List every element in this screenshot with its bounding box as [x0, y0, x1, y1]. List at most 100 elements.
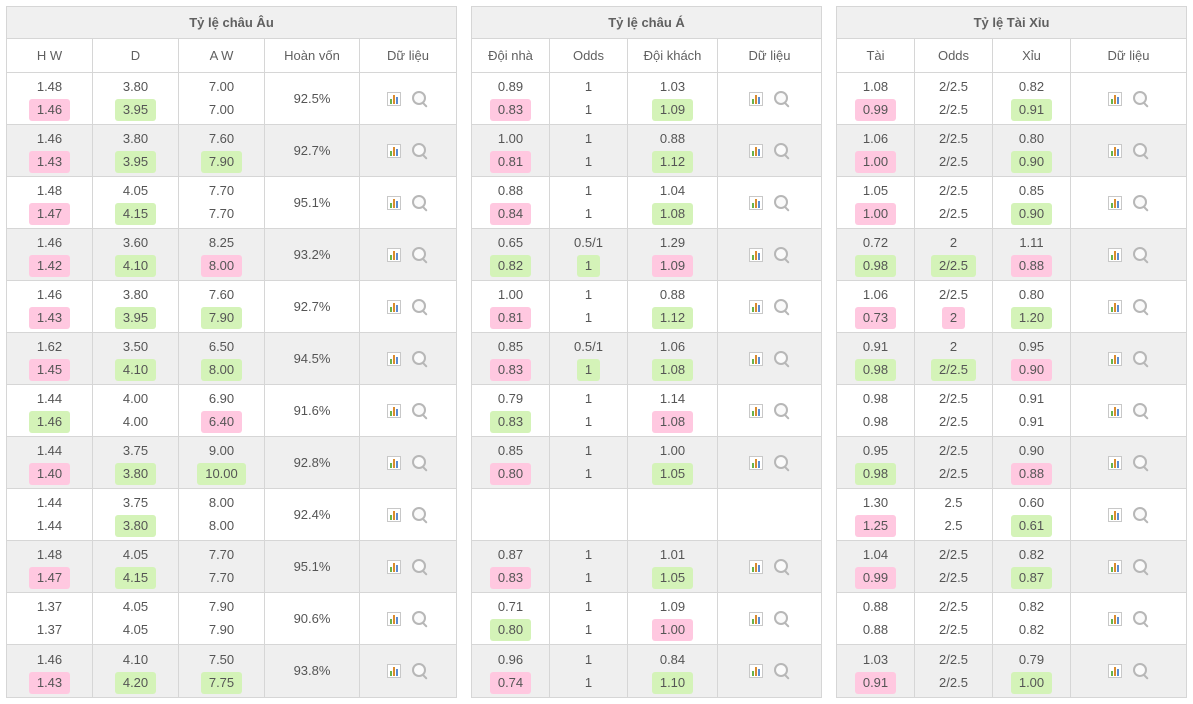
- chart-icon[interactable]: [1108, 560, 1122, 574]
- euro-d-live: 3.80: [115, 463, 156, 485]
- chart-icon[interactable]: [1108, 612, 1122, 626]
- euro-d-open: 3.50: [115, 336, 156, 358]
- asia-header-home: Đội nhà: [472, 39, 550, 72]
- taixiu-data-cell: [1071, 73, 1186, 124]
- taixiu-xiu-open: 0.82: [1011, 596, 1052, 618]
- taixiu-odds-open: 2/2.5: [931, 649, 976, 671]
- chart-icon[interactable]: [387, 196, 401, 210]
- magnifier-icon[interactable]: [773, 402, 791, 420]
- chart-icon[interactable]: [1108, 404, 1122, 418]
- chart-icon[interactable]: [1108, 456, 1122, 470]
- asia-row: 0.890.83111.031.09: [472, 73, 821, 125]
- chart-icon[interactable]: [387, 352, 401, 366]
- magnifier-icon[interactable]: [1132, 402, 1150, 420]
- chart-icon[interactable]: [1108, 664, 1122, 678]
- magnifier-icon[interactable]: [1132, 142, 1150, 160]
- magnifier-icon[interactable]: [411, 506, 429, 524]
- asia-odds-open: 1: [577, 596, 600, 618]
- chart-icon[interactable]: [387, 612, 401, 626]
- euro-d-cell: 4.054.05: [93, 593, 179, 644]
- magnifier-icon[interactable]: [1132, 506, 1150, 524]
- magnifier-icon[interactable]: [773, 610, 791, 628]
- asia-odds-cell: 11: [550, 541, 628, 592]
- magnifier-icon[interactable]: [1132, 194, 1150, 212]
- asia-home-cell: 1.000.81: [472, 125, 550, 176]
- chart-icon[interactable]: [749, 196, 763, 210]
- taixiu-xiu-live: 1.00: [1011, 672, 1052, 694]
- chart-icon[interactable]: [1108, 352, 1122, 366]
- magnifier-icon[interactable]: [773, 298, 791, 316]
- magnifier-icon[interactable]: [411, 90, 429, 108]
- magnifier-icon[interactable]: [1132, 610, 1150, 628]
- magnifier-icon[interactable]: [411, 402, 429, 420]
- euro-hw-cell: 1.481.47: [7, 177, 93, 228]
- chart-icon[interactable]: [387, 508, 401, 522]
- asia-away-open: 1.04: [652, 180, 693, 202]
- magnifier-icon[interactable]: [773, 558, 791, 576]
- chart-icon[interactable]: [1108, 300, 1122, 314]
- chart-icon[interactable]: [749, 248, 763, 262]
- magnifier-icon[interactable]: [773, 90, 791, 108]
- magnifier-icon[interactable]: [411, 298, 429, 316]
- magnifier-icon[interactable]: [1132, 350, 1150, 368]
- chart-icon[interactable]: [1108, 248, 1122, 262]
- chart-icon[interactable]: [749, 300, 763, 314]
- chart-icon[interactable]: [387, 92, 401, 106]
- taixiu-tai-cell: 1.061.00: [837, 125, 915, 176]
- chart-icon[interactable]: [749, 664, 763, 678]
- chart-icon[interactable]: [749, 144, 763, 158]
- magnifier-icon[interactable]: [773, 142, 791, 160]
- chart-icon[interactable]: [1108, 144, 1122, 158]
- magnifier-icon[interactable]: [411, 142, 429, 160]
- asia-row: 0.850.80111.001.05: [472, 437, 821, 489]
- magnifier-icon[interactable]: [411, 558, 429, 576]
- magnifier-icon[interactable]: [411, 350, 429, 368]
- magnifier-icon[interactable]: [411, 454, 429, 472]
- chart-icon[interactable]: [387, 248, 401, 262]
- euro-d-open: 3.80: [115, 284, 156, 306]
- magnifier-icon[interactable]: [773, 662, 791, 680]
- chart-icon[interactable]: [1108, 92, 1122, 106]
- taixiu-xiu-cell: 0.820.87: [993, 541, 1071, 592]
- magnifier-icon[interactable]: [411, 194, 429, 212]
- chart-icon[interactable]: [1108, 508, 1122, 522]
- magnifier-icon[interactable]: [411, 662, 429, 680]
- magnifier-icon[interactable]: [1132, 90, 1150, 108]
- euro-return: 92.5%: [286, 88, 339, 110]
- magnifier-icon[interactable]: [1132, 662, 1150, 680]
- magnifier-icon[interactable]: [411, 246, 429, 264]
- magnifier-icon[interactable]: [1132, 558, 1150, 576]
- magnifier-icon[interactable]: [411, 610, 429, 628]
- euro-header-d: D: [93, 39, 179, 72]
- chart-icon[interactable]: [387, 300, 401, 314]
- magnifier-icon[interactable]: [1132, 246, 1150, 264]
- chart-icon[interactable]: [749, 352, 763, 366]
- magnifier-icon[interactable]: [1132, 454, 1150, 472]
- euro-hw-cell: 1.441.40: [7, 437, 93, 488]
- euro-aw-live: 7.00: [201, 99, 242, 121]
- chart-icon[interactable]: [749, 92, 763, 106]
- chart-icon[interactable]: [387, 456, 401, 470]
- euro-return-cell: 91.6%: [265, 385, 360, 436]
- magnifier-icon[interactable]: [773, 246, 791, 264]
- asia-odds-open: 1: [577, 388, 600, 410]
- chart-icon[interactable]: [749, 456, 763, 470]
- magnifier-icon[interactable]: [773, 454, 791, 472]
- chart-icon[interactable]: [749, 560, 763, 574]
- chart-icon[interactable]: [387, 560, 401, 574]
- chart-icon[interactable]: [749, 404, 763, 418]
- taixiu-odds-open: 2.5: [936, 492, 970, 514]
- chart-icon[interactable]: [387, 664, 401, 678]
- magnifier-icon[interactable]: [1132, 298, 1150, 316]
- euro-row: 1.371.374.054.057.907.9090.6%: [7, 593, 456, 645]
- euro-aw-open: 6.90: [201, 388, 242, 410]
- chart-icon[interactable]: [387, 404, 401, 418]
- chart-icon[interactable]: [749, 612, 763, 626]
- asia-odds-cell: 11: [550, 645, 628, 697]
- magnifier-icon[interactable]: [773, 194, 791, 212]
- taixiu-xiu-live: 0.91: [1011, 99, 1052, 121]
- magnifier-icon[interactable]: [773, 350, 791, 368]
- chart-icon[interactable]: [1108, 196, 1122, 210]
- chart-icon[interactable]: [387, 144, 401, 158]
- asia-row: 1.000.81110.881.12: [472, 281, 821, 333]
